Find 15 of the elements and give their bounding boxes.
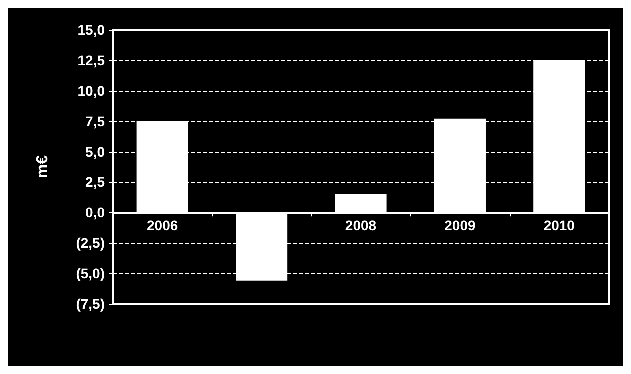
y-tick-label: 7,5	[86, 113, 106, 130]
x-tick-label: 2010	[544, 218, 576, 234]
y-axis-title: m€	[34, 155, 52, 179]
y-tick-label: (5,0)	[76, 266, 105, 282]
x-tick-label: 2008	[345, 218, 377, 234]
y-tick-label: 15,0	[78, 22, 106, 38]
y-tick-label: (7,5)	[76, 296, 105, 312]
x-tick-label: 2009	[444, 218, 476, 234]
y-tick-label: 10,0	[78, 82, 106, 99]
x-tick-label: 2006	[147, 218, 178, 234]
y-tick-label: 2,5	[86, 174, 106, 190]
y-tick-label: (2,5)	[76, 235, 105, 252]
y-tick-label: 0,0	[86, 204, 106, 221]
y-tick-label: 12,5	[78, 52, 106, 68]
y-tick-label: 5,0	[86, 144, 106, 160]
